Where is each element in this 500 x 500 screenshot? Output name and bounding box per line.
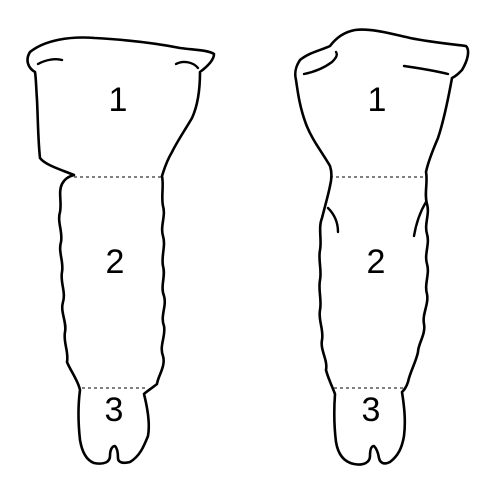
specimen-right-region-1-label: 1 bbox=[368, 81, 387, 119]
specimen-right-fold-right bbox=[402, 64, 450, 76]
specimen-left-region-3-label: 3 bbox=[105, 391, 124, 429]
specimen-right-seam-right bbox=[412, 200, 428, 238]
specimen-left-region-2-label: 2 bbox=[106, 243, 125, 281]
specimen-left-region-1-label: 1 bbox=[109, 81, 128, 119]
specimen-left-fold-right bbox=[174, 60, 200, 70]
specimen-right: 1 2 3 bbox=[293, 28, 470, 466]
specimen-right-fold-left bbox=[302, 50, 338, 76]
specimen-right-outline bbox=[293, 28, 470, 466]
specimen-left: 1 2 3 bbox=[26, 36, 216, 465]
specimen-right-seam-left bbox=[326, 206, 340, 234]
specimen-left-fold-left bbox=[36, 58, 64, 66]
specimen-right-region-3-label: 3 bbox=[362, 391, 381, 429]
specimen-left-outline bbox=[26, 36, 216, 465]
specimen-right-region-2-label: 2 bbox=[367, 243, 386, 281]
